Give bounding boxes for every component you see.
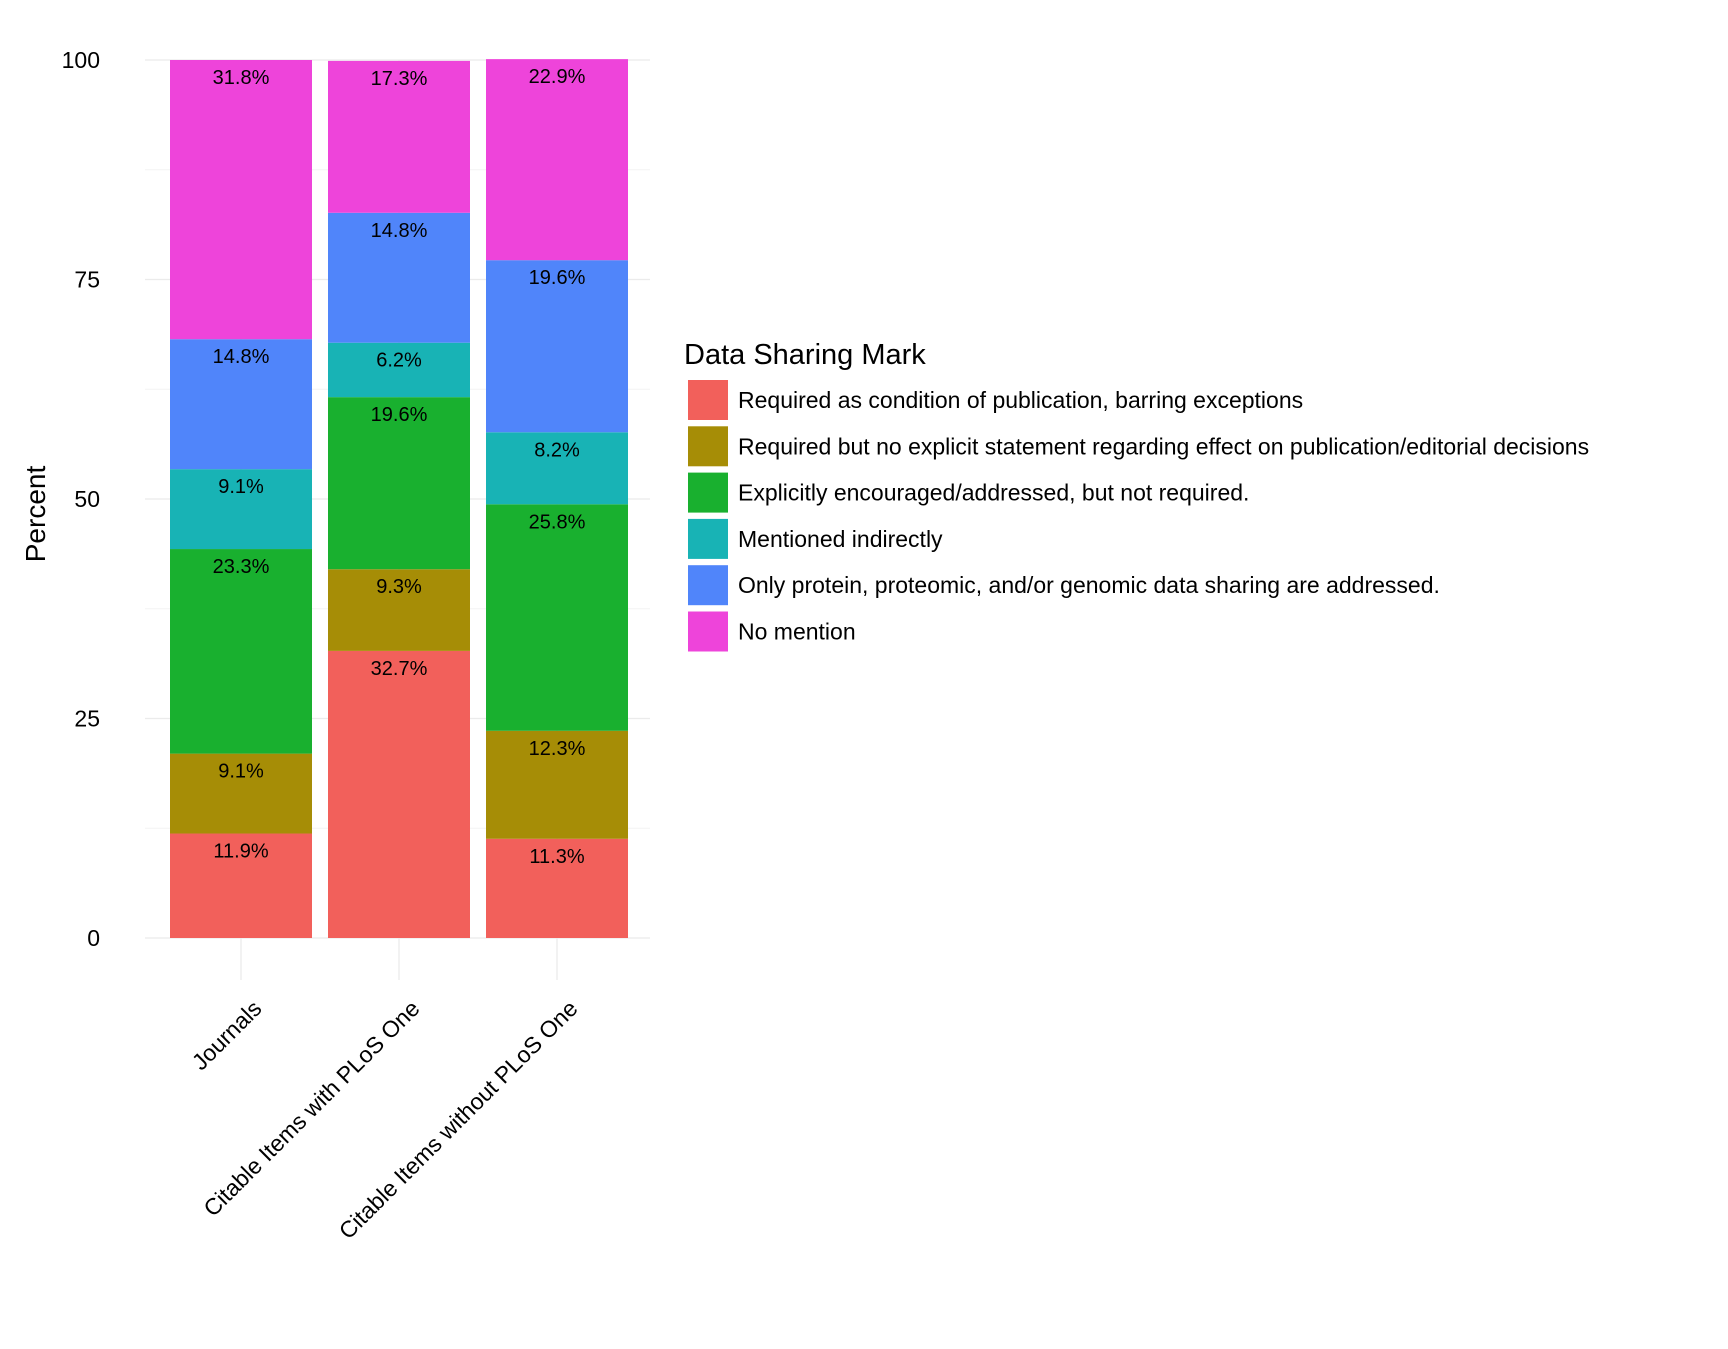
bar-segment (328, 650, 470, 938)
bar-value-label: 22.9% (529, 66, 586, 88)
bar-value-label: 8.2% (534, 439, 580, 461)
legend-label: Mentioned indirectly (738, 526, 943, 552)
bar-segment (328, 212, 470, 343)
bar-value-label: 9.3% (376, 576, 422, 598)
legend-key (688, 426, 728, 467)
bar-value-label: 19.6% (529, 267, 586, 289)
bar-segment (170, 60, 312, 340)
bar-segment (328, 569, 470, 651)
y-tick-label: 75 (74, 267, 100, 293)
bar-segment (328, 60, 470, 213)
bar-segment (170, 753, 312, 834)
bars-layer (170, 59, 628, 938)
legend-label: No mention (738, 619, 856, 645)
bar-value-label: 9.1% (218, 761, 264, 783)
y-axis-title: Percent (20, 466, 51, 563)
bar-value-label: 19.6% (371, 404, 428, 426)
y-tick-label: 25 (74, 706, 100, 732)
legend-key (688, 472, 728, 513)
legend-key (688, 518, 728, 559)
legend-key (688, 380, 728, 420)
bar-segment (486, 432, 628, 505)
legend-key (688, 611, 728, 652)
bar-segment (486, 504, 628, 731)
bar-value-label: 14.8% (213, 346, 270, 368)
bar-value-label: 6.2% (376, 350, 422, 372)
bar-value-label: 14.8% (371, 220, 428, 242)
bar-segment (486, 59, 628, 261)
bar-value-label: 12.3% (529, 738, 586, 760)
bar-segment (170, 469, 312, 550)
bar-segment (170, 339, 312, 470)
legend-title: Data Sharing Mark (684, 339, 926, 371)
x-tick-label: Journals (187, 995, 267, 1075)
bar-segment (170, 833, 312, 938)
legend-label: Explicitly encouraged/addressed, but not… (738, 480, 1249, 506)
bar-value-label: 23.3% (213, 556, 270, 578)
legend-key (688, 565, 728, 606)
bar-value-label: 25.8% (529, 511, 586, 533)
bar-segment (170, 549, 312, 754)
legend: Data Sharing Mark Required as condition … (684, 339, 1589, 652)
bar-segment (486, 260, 628, 433)
y-tick-label: 100 (62, 47, 100, 73)
bar-value-label: 32.7% (371, 658, 428, 680)
bar-value-label: 31.8% (213, 67, 270, 89)
bar-segment (328, 342, 470, 398)
bar-value-label: 9.1% (218, 476, 264, 498)
y-tick-label: 0 (87, 925, 100, 951)
bar-value-label: 11.9% (213, 841, 268, 863)
bar-segment (486, 730, 628, 839)
bar-value-label: 17.3% (371, 68, 428, 90)
bar-value-label: 11.3% (529, 846, 584, 868)
legend-label: Required as condition of publication, ba… (738, 387, 1303, 413)
bar-segment (328, 397, 470, 570)
bar-segment (486, 838, 628, 938)
legend-label: Required but no explicit statement regar… (738, 433, 1589, 459)
bar-labels-layer: 11.9% 9.1% 23.3% 9.1% 14.8% 31.8% 32.7% 9.3% 19.… (213, 66, 586, 868)
legend-label: Only protein, proteomic, and/or genomic … (738, 572, 1440, 598)
y-tick-label: 50 (74, 486, 100, 512)
